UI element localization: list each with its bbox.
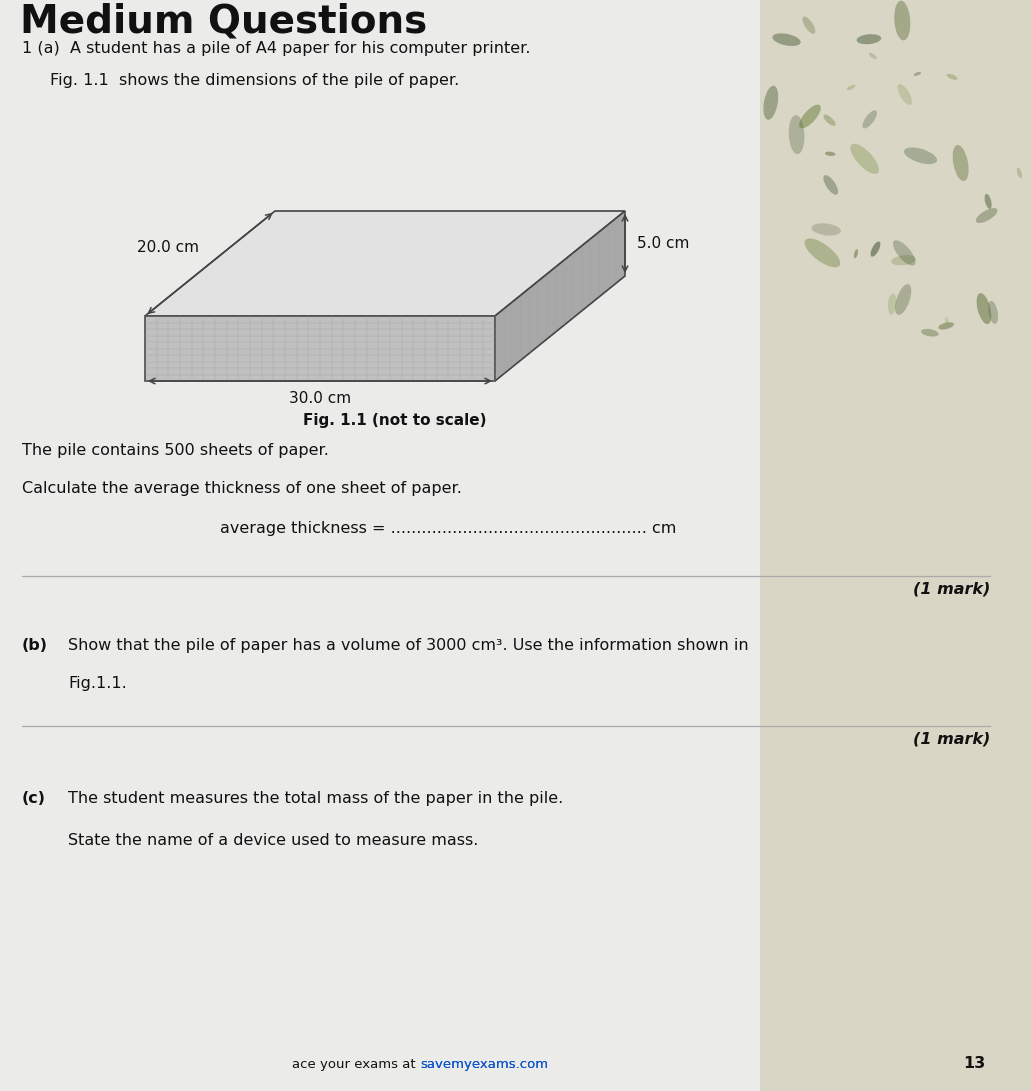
Ellipse shape	[869, 52, 876, 59]
Text: savemyexams.com: savemyexams.com	[420, 1058, 548, 1071]
Text: Show that the pile of paper has a volume of 3000 cm³. Use the information shown : Show that the pile of paper has a volume…	[68, 638, 749, 654]
Ellipse shape	[854, 249, 858, 259]
Ellipse shape	[811, 224, 841, 236]
Ellipse shape	[975, 208, 997, 223]
Ellipse shape	[789, 116, 804, 154]
Text: 30.0 cm: 30.0 cm	[289, 391, 352, 406]
Ellipse shape	[953, 145, 969, 181]
Ellipse shape	[863, 110, 877, 129]
Text: (b): (b)	[22, 638, 48, 654]
Text: (1 mark): (1 mark)	[912, 582, 990, 597]
Ellipse shape	[825, 152, 835, 156]
Text: 13: 13	[963, 1056, 985, 1071]
Text: Fig. 1.1 (not to scale): Fig. 1.1 (not to scale)	[303, 413, 487, 428]
Ellipse shape	[913, 72, 921, 76]
Ellipse shape	[888, 293, 897, 314]
Polygon shape	[145, 316, 495, 381]
Ellipse shape	[772, 34, 801, 46]
Ellipse shape	[1017, 168, 1022, 178]
Polygon shape	[145, 211, 625, 316]
Ellipse shape	[895, 284, 911, 315]
Text: Fig. 1.1  shows the dimensions of the pile of paper.: Fig. 1.1 shows the dimensions of the pil…	[49, 73, 459, 88]
Ellipse shape	[857, 34, 882, 45]
Ellipse shape	[894, 1, 910, 40]
Ellipse shape	[846, 85, 856, 91]
Ellipse shape	[921, 328, 938, 336]
Ellipse shape	[893, 240, 916, 266]
Text: State the name of a device used to measure mass.: State the name of a device used to measu…	[68, 834, 478, 848]
Ellipse shape	[898, 84, 912, 105]
Text: (c): (c)	[22, 791, 46, 806]
Text: ace your exams at: ace your exams at	[292, 1058, 420, 1071]
Ellipse shape	[944, 316, 950, 326]
Ellipse shape	[824, 115, 835, 125]
Ellipse shape	[804, 239, 840, 267]
Ellipse shape	[938, 322, 954, 329]
Ellipse shape	[799, 105, 821, 129]
Polygon shape	[760, 0, 1031, 1091]
Text: The student measures the total mass of the paper in the pile.: The student measures the total mass of t…	[68, 791, 563, 806]
Ellipse shape	[891, 255, 916, 265]
Ellipse shape	[824, 176, 838, 194]
Text: Calculate the average thickness of one sheet of paper.: Calculate the average thickness of one s…	[22, 481, 462, 496]
Text: (1 mark): (1 mark)	[912, 732, 990, 747]
Text: savemyexams.com: savemyexams.com	[420, 1058, 548, 1071]
Text: average thickness = .................................................. cm: average thickness = ....................…	[220, 521, 676, 536]
Text: Medium Questions: Medium Questions	[20, 3, 427, 41]
Ellipse shape	[870, 241, 880, 256]
Ellipse shape	[988, 301, 998, 324]
Ellipse shape	[802, 16, 816, 34]
Ellipse shape	[985, 194, 992, 208]
Polygon shape	[495, 211, 625, 381]
Text: 20.0 cm: 20.0 cm	[137, 240, 199, 255]
Ellipse shape	[851, 144, 878, 173]
Text: The pile contains 500 sheets of paper.: The pile contains 500 sheets of paper.	[22, 443, 329, 458]
Text: 5.0 cm: 5.0 cm	[637, 236, 690, 251]
Text: 1 (a)  A student has a pile of A4 paper for his computer printer.: 1 (a) A student has a pile of A4 paper f…	[22, 41, 531, 56]
Ellipse shape	[763, 86, 778, 120]
Ellipse shape	[946, 74, 958, 80]
Ellipse shape	[904, 147, 937, 164]
Text: Fig.1.1.: Fig.1.1.	[68, 676, 127, 691]
Ellipse shape	[976, 293, 992, 324]
